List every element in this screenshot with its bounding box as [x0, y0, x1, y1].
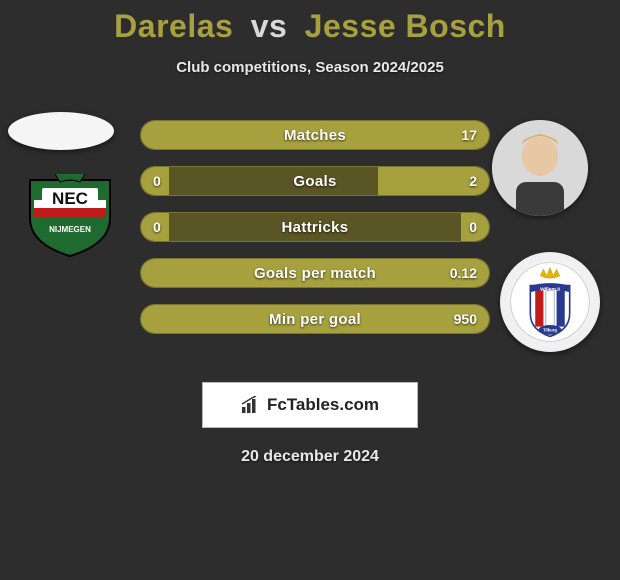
- nec-shield-icon: NEC NIJMEGEN: [20, 174, 120, 258]
- title-player1: Darelas: [114, 8, 233, 44]
- stat-value-right: 0: [469, 213, 477, 241]
- stat-label: Min per goal: [141, 305, 489, 333]
- stat-bar: Min per goal950: [140, 304, 490, 334]
- stat-label: Goals: [141, 167, 489, 195]
- stat-label: Hattricks: [141, 213, 489, 241]
- title-player2: Jesse Bosch: [305, 8, 506, 44]
- svg-text:NIJMEGEN: NIJMEGEN: [49, 225, 91, 234]
- subtitle: Club competitions, Season 2024/2025: [0, 59, 620, 76]
- stat-label: Goals per match: [141, 259, 489, 287]
- source-brand: FcTables.com: [267, 395, 379, 415]
- stat-value-left: 0: [153, 167, 161, 195]
- player2-avatar: [492, 120, 588, 216]
- player1-club-badge: NEC NIJMEGEN: [20, 174, 120, 258]
- date-label: 20 december 2024: [0, 448, 620, 466]
- stat-bar: Matches17: [140, 120, 490, 150]
- stat-value-right: 17: [461, 121, 477, 149]
- player2-club-badge: Willem II Tilburg: [500, 252, 600, 352]
- stat-bar: Goals0 2: [140, 166, 490, 196]
- person-icon: [492, 120, 588, 216]
- svg-text:Willem II: Willem II: [540, 287, 560, 293]
- stat-value-right: 2: [469, 167, 477, 195]
- stat-bar: Hattricks0 0: [140, 212, 490, 242]
- stat-value-right: 0.12: [450, 259, 477, 287]
- player1-avatar: [8, 112, 114, 150]
- stat-bar: Goals per match0.12: [140, 258, 490, 288]
- stats-bars: Matches17Goals02Hattricks00Goals per mat…: [140, 120, 490, 350]
- bar-chart-icon: [241, 396, 261, 414]
- comparison-stage: NEC NIJMEGEN Willem II Tilburg Matches: [0, 112, 620, 372]
- stat-label: Matches: [141, 121, 489, 149]
- stat-value-left: 0: [153, 213, 161, 241]
- willem-ii-badge-icon: Willem II Tilburg: [509, 261, 591, 343]
- title-vs: vs: [251, 8, 288, 44]
- source-badge: FcTables.com: [202, 382, 418, 428]
- page-title: Darelas vs Jesse Bosch: [0, 0, 620, 45]
- svg-text:Tilburg: Tilburg: [543, 328, 557, 333]
- svg-text:NEC: NEC: [52, 189, 88, 208]
- stat-value-right: 950: [454, 305, 477, 333]
